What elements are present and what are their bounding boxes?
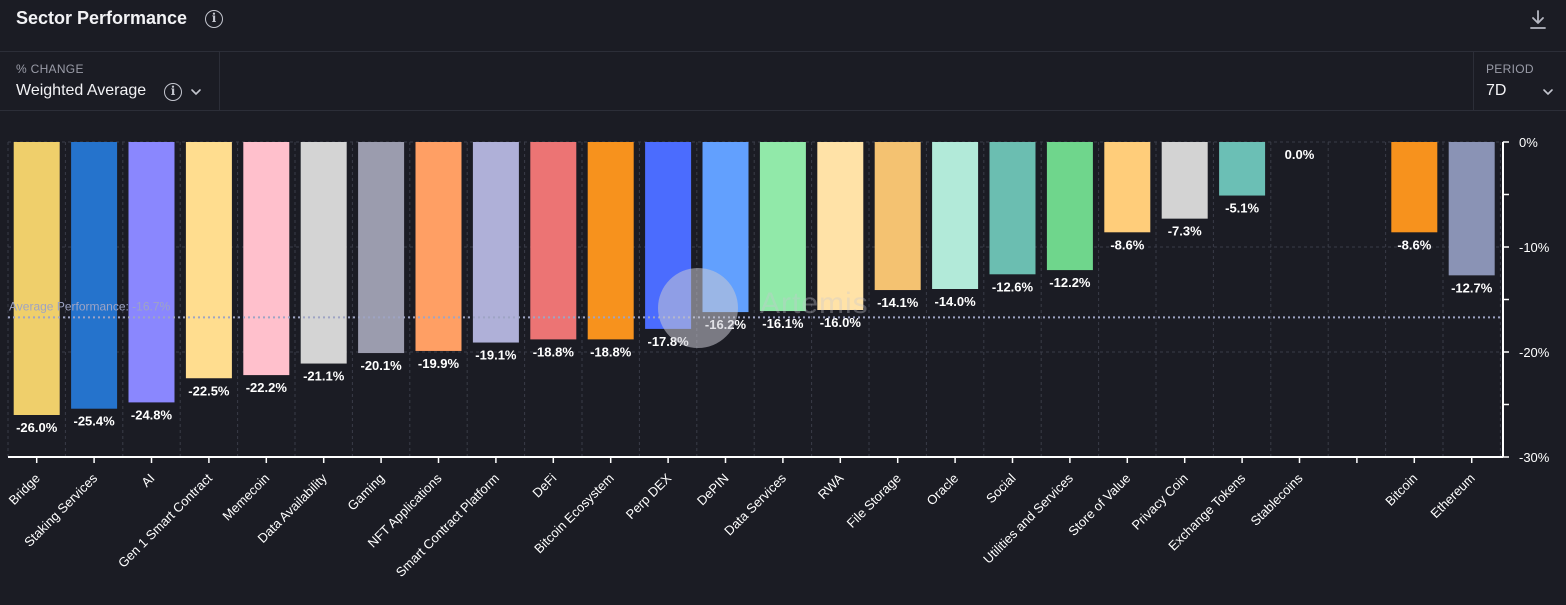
x-tick-label: Gaming bbox=[344, 471, 387, 514]
data-label: -19.9% bbox=[418, 356, 460, 371]
y-tick-label: -10% bbox=[1519, 240, 1550, 255]
data-label: -8.6% bbox=[1397, 237, 1431, 252]
x-tick-label: Perp DEX bbox=[623, 470, 675, 522]
bar bbox=[1391, 142, 1438, 233]
x-tick-label: File Storage bbox=[844, 471, 904, 531]
data-label: -8.6% bbox=[1110, 237, 1144, 252]
y-tick-label: -20% bbox=[1519, 345, 1550, 360]
bar bbox=[932, 142, 979, 289]
x-tick-label: RWA bbox=[815, 470, 847, 502]
chevron-down-icon bbox=[191, 89, 201, 96]
data-label: -20.1% bbox=[360, 358, 402, 373]
x-tick-label: Bridge bbox=[6, 471, 43, 508]
x-tick-label: DePIN bbox=[694, 471, 732, 509]
x-tick-label: Stablecoins bbox=[1247, 470, 1305, 528]
x-tick-label: Ethereum bbox=[1427, 471, 1477, 521]
bar bbox=[13, 142, 60, 415]
metric-select-value: Weighted Average bbox=[16, 82, 147, 99]
data-label: -12.7% bbox=[1451, 280, 1493, 295]
data-label: -5.1% bbox=[1225, 201, 1259, 216]
y-tick-label: 0% bbox=[1519, 135, 1538, 150]
bar bbox=[1104, 142, 1151, 233]
header: Sector Performance i bbox=[0, 0, 1566, 52]
bar bbox=[415, 142, 462, 351]
controls-bar: % CHANGE Weighted Average i PERIOD 7D bbox=[0, 52, 1566, 111]
bar bbox=[1448, 142, 1495, 276]
x-tick-label: Smart Contract Platform bbox=[393, 471, 502, 580]
period-label: PERIOD bbox=[1486, 62, 1534, 76]
bar bbox=[1219, 142, 1266, 196]
bar bbox=[358, 142, 405, 354]
bar bbox=[587, 142, 634, 340]
bar bbox=[71, 142, 118, 409]
metric-info-icon[interactable]: i bbox=[164, 83, 182, 101]
data-label: -25.4% bbox=[73, 414, 115, 429]
data-label: -14.1% bbox=[877, 295, 919, 310]
bar bbox=[300, 142, 347, 364]
data-label: -16.0% bbox=[820, 315, 862, 330]
data-label: -22.2% bbox=[246, 380, 288, 395]
bar bbox=[817, 142, 864, 310]
data-label: -26.0% bbox=[16, 420, 58, 435]
bar bbox=[185, 142, 232, 379]
artemis-logo bbox=[658, 268, 738, 348]
x-tick-label: Gen 1 Smart Contract bbox=[115, 470, 215, 570]
y-tick-label: -30% bbox=[1519, 450, 1550, 465]
bar bbox=[1046, 142, 1093, 271]
bar bbox=[472, 142, 519, 343]
bar bbox=[989, 142, 1036, 275]
x-tick-label: Oracle bbox=[924, 471, 962, 509]
data-label: -18.8% bbox=[590, 344, 632, 359]
download-icon bbox=[1530, 10, 1546, 29]
bar bbox=[874, 142, 921, 291]
data-label: -19.1% bbox=[475, 348, 517, 363]
page-title: Sector Performance bbox=[16, 8, 188, 28]
x-tick-label: DeFi bbox=[529, 470, 559, 500]
x-tick-label: AI bbox=[138, 471, 157, 490]
watermark-text: Artemis bbox=[760, 287, 869, 320]
x-tick-label: Memecoin bbox=[219, 471, 272, 524]
x-tick-label: Data Services bbox=[721, 470, 789, 538]
period-select[interactable]: 7D bbox=[1486, 82, 1558, 106]
metric-label: % CHANGE bbox=[16, 62, 84, 76]
sector-bar-chart: -26.0% -25.4% -24.8% -22.5% -22.2% -21.1% -20.… bbox=[6, 135, 1550, 580]
data-label: -24.8% bbox=[131, 407, 173, 422]
chevron-down-icon bbox=[1543, 89, 1553, 96]
download-button[interactable] bbox=[1526, 8, 1550, 32]
bar bbox=[759, 142, 806, 312]
data-label: -14.0% bbox=[934, 294, 976, 309]
controls-divider bbox=[219, 52, 220, 110]
data-label: -16.1% bbox=[762, 316, 804, 331]
data-label: -21.1% bbox=[303, 369, 345, 384]
x-tick-label: Social bbox=[983, 470, 1019, 506]
data-label: 0.0% bbox=[1285, 147, 1315, 162]
bar bbox=[128, 142, 175, 403]
period-select-value: 7D bbox=[1486, 82, 1507, 99]
data-label: -12.6% bbox=[992, 279, 1034, 294]
data-label: -18.8% bbox=[533, 344, 575, 359]
bar bbox=[243, 142, 290, 376]
bar bbox=[530, 142, 577, 340]
bar bbox=[1161, 142, 1208, 219]
metric-select[interactable]: Weighted Average i bbox=[16, 82, 216, 106]
average-label: Average Performance: -16.7% bbox=[9, 299, 171, 313]
x-tick-label: Privacy Coin bbox=[1129, 471, 1191, 533]
data-label: -12.2% bbox=[1049, 275, 1091, 290]
controls-divider-period bbox=[1473, 52, 1474, 110]
info-icon[interactable]: i bbox=[205, 10, 223, 28]
data-label: -22.5% bbox=[188, 383, 230, 398]
data-label: -7.3% bbox=[1168, 224, 1202, 239]
x-tick-label: Bitcoin bbox=[1382, 471, 1420, 509]
